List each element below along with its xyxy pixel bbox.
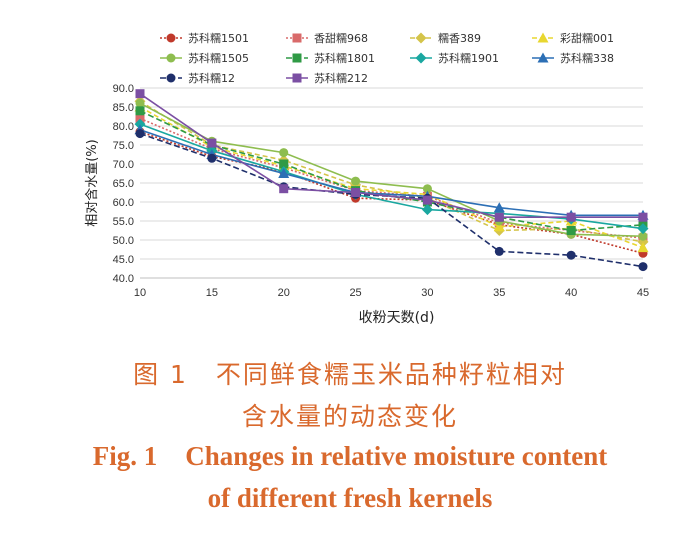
x-tick-label: 30 <box>421 287 433 299</box>
data-point <box>566 226 576 235</box>
legend-marker <box>537 52 549 63</box>
legend-label: 苏科糯1801 <box>314 51 375 65</box>
data-point <box>135 113 145 123</box>
y-tick-label: 85.0 <box>113 102 134 114</box>
caption-en-line-2: of different fresh kernels <box>207 483 493 513</box>
series-line <box>139 132 644 268</box>
legend-marker <box>292 53 302 63</box>
x-axis-label: 收粉天数(d) <box>359 310 435 326</box>
legend-marker <box>166 33 176 43</box>
legend-label: 香甜糯968 <box>314 31 368 45</box>
data-point <box>351 176 361 186</box>
data-point <box>566 212 576 222</box>
series-line <box>139 93 643 218</box>
data-point <box>279 159 289 169</box>
data-point <box>207 153 217 163</box>
legend-label: 苏科糯1901 <box>438 51 499 65</box>
legend-marker <box>292 73 302 83</box>
data-point <box>493 202 505 213</box>
y-tick-label: 70.0 <box>113 159 134 171</box>
y-tick-label: 75.0 <box>113 140 134 152</box>
y-tick-label: 90.0 <box>113 83 134 95</box>
data-point <box>637 223 649 235</box>
data-point <box>638 262 648 272</box>
series-line <box>139 129 643 217</box>
data-point <box>566 250 576 260</box>
x-tick-label: 15 <box>206 287 218 299</box>
x-tick-label: 45 <box>637 287 649 299</box>
data-point <box>278 168 290 178</box>
series-line <box>139 106 644 249</box>
series-line <box>139 117 644 239</box>
legend-label: 糯香389 <box>438 31 481 45</box>
data-point <box>135 98 145 108</box>
data-point <box>135 129 145 139</box>
caption-en-title-1: Changes in relative moisture content <box>185 441 608 471</box>
data-point <box>279 184 289 194</box>
caption-cn-line-1: 图 1 不同鲜食糯玉米品种籽粒相对 <box>0 355 700 391</box>
data-point <box>637 242 649 253</box>
x-tick-label: 25 <box>349 287 361 299</box>
y-tick-label: 60.0 <box>113 197 134 209</box>
legend-label: 彩甜糯001 <box>560 31 614 45</box>
y-tick-label: 65.0 <box>113 178 134 190</box>
series-line <box>139 123 644 230</box>
data-point <box>134 118 146 130</box>
data-point <box>279 148 289 158</box>
series-line <box>139 110 644 232</box>
data-point <box>494 246 504 256</box>
legend-label: 苏科糯212 <box>314 71 368 85</box>
data-point <box>207 138 217 148</box>
x-tick-label: 35 <box>493 287 505 299</box>
data-point <box>422 184 432 194</box>
line-chart: 40.0 45.0 50.0 55.0 60.0 65.0 70.0 75.0 80.0 85.0… <box>84 31 649 326</box>
data-point <box>135 89 145 99</box>
caption-en-figure-label: Fig. 1 <box>92 441 158 471</box>
data-point <box>494 212 504 222</box>
data-point <box>638 212 648 222</box>
legend-label: 苏科糯1505 <box>188 51 249 65</box>
legend-marker <box>166 73 176 83</box>
series-line <box>139 102 644 237</box>
data-point <box>135 106 145 116</box>
data-point <box>421 204 433 216</box>
x-tick-label: 20 <box>278 287 290 299</box>
legend-marker <box>415 32 427 44</box>
y-tick-label: 45.0 <box>113 254 134 266</box>
data-point <box>493 221 505 232</box>
caption-en-line-1: Fig. 1 Changes in relative moisture conte… <box>0 441 700 472</box>
caption-cn-figure-label: 图 1 <box>133 360 188 389</box>
legend-label: 苏科糯1501 <box>188 31 249 45</box>
data-point <box>638 231 648 241</box>
y-tick-label: 55.0 <box>113 216 134 228</box>
data-point <box>422 195 432 205</box>
caption-cn-line-2: 含水量的动态变化 <box>241 402 458 431</box>
y-axis-label: 相对含水量(%) <box>84 139 100 227</box>
data-point <box>351 188 361 197</box>
y-tick-label: 50.0 <box>113 235 134 247</box>
y-tick-label: 40.0 <box>113 273 134 285</box>
legend-label: 苏科糯12 <box>188 71 235 85</box>
legend-label: 苏科糯338 <box>560 51 614 65</box>
legend-marker <box>537 32 549 43</box>
series-line <box>139 130 644 255</box>
x-tick-label: 10 <box>134 287 146 299</box>
caption-cn-title-1: 不同鲜食糯玉米品种籽粒相对 <box>215 360 567 389</box>
legend-marker <box>166 53 176 63</box>
y-tick-label: 80.0 <box>113 121 134 133</box>
x-tick-label: 40 <box>565 287 577 299</box>
legend-marker <box>292 33 302 43</box>
legend-marker <box>415 52 427 64</box>
